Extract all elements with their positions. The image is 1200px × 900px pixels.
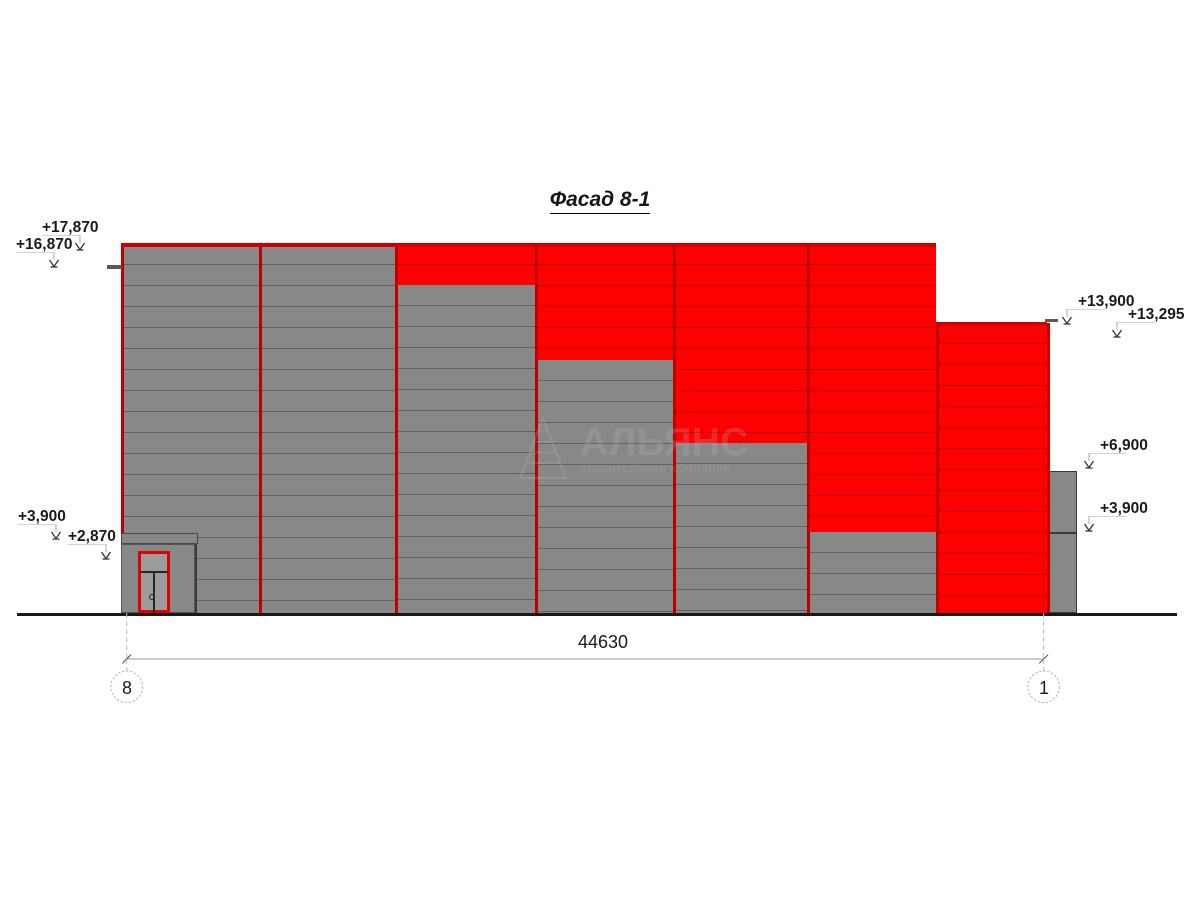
- svg-text:АЛЬЯНС: АЛЬЯНС: [580, 421, 749, 464]
- svg-text:строительная компания: строительная компания: [580, 461, 731, 475]
